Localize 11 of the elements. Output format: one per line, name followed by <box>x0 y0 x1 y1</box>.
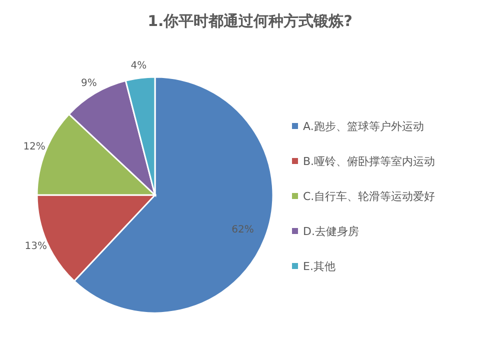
chart-title: 1.你平时都通过何种方式锻炼? <box>146 11 354 32</box>
legend-label: E.其他 <box>303 258 336 274</box>
data-label: 12% <box>23 142 46 153</box>
legend-label: B.哑铃、俯卧撑等室内运动 <box>303 154 436 168</box>
legend-label: C.自行车、轮滑等运动爱好 <box>303 188 436 204</box>
legend-label: A.跑步、篮球等户外运动 <box>303 118 424 134</box>
data-label: 9% <box>80 78 97 89</box>
data-label: 13% <box>24 241 47 252</box>
legend-label: D.去健身房 <box>303 224 359 238</box>
data-label: 4% <box>130 60 147 72</box>
data-label: 62% <box>232 224 254 236</box>
